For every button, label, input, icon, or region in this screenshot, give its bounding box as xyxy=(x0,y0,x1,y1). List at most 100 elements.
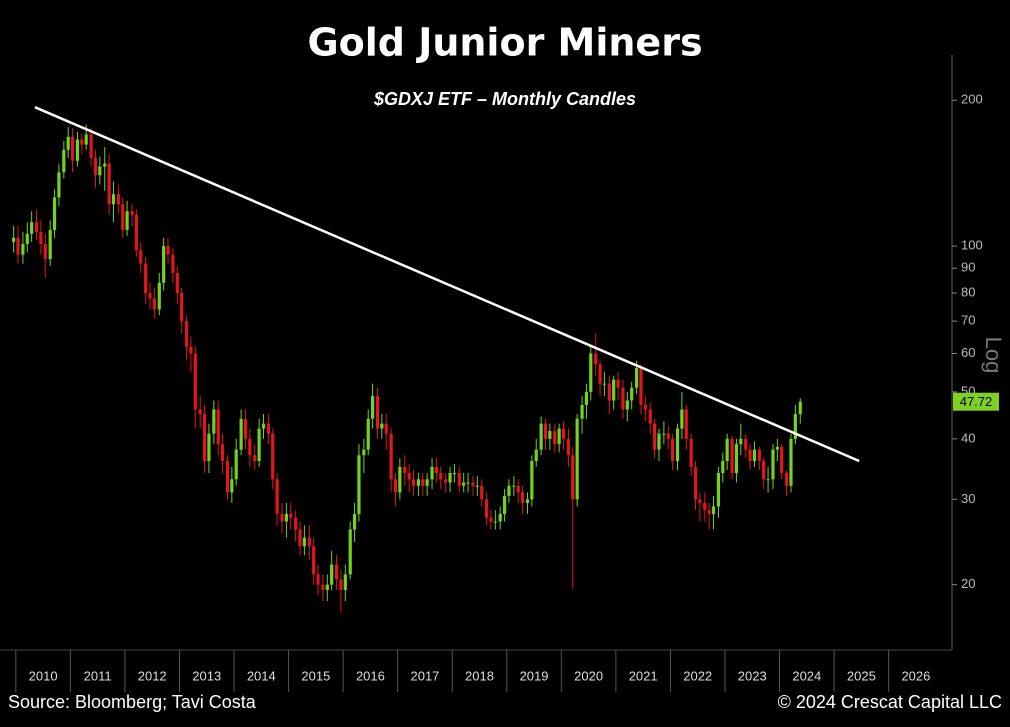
candle-body xyxy=(439,473,443,480)
candle-body xyxy=(75,139,80,161)
x-tick-label: 2019 xyxy=(520,668,549,683)
candle-body xyxy=(148,293,152,299)
candle-body xyxy=(330,564,334,585)
candle-body xyxy=(793,414,797,439)
candle-body xyxy=(280,513,284,522)
candle-body xyxy=(80,139,84,145)
candle-body xyxy=(107,163,111,205)
candle-body xyxy=(621,387,625,410)
candle-body xyxy=(384,423,388,434)
candle-body xyxy=(693,466,698,500)
candle-body xyxy=(666,433,670,439)
candle-body xyxy=(689,438,693,467)
candle-body xyxy=(571,455,575,500)
candle-body xyxy=(553,431,557,445)
candle-body xyxy=(725,438,729,462)
candle-body xyxy=(166,246,170,255)
candle-body xyxy=(198,409,202,415)
candle-body xyxy=(294,517,298,530)
candle-body xyxy=(130,211,134,215)
candle-body xyxy=(239,418,243,450)
candle-body xyxy=(639,368,643,405)
candle-body xyxy=(625,400,629,410)
candle-body xyxy=(416,479,420,486)
candle-body xyxy=(207,433,211,462)
candle-body xyxy=(762,461,766,480)
candle-body xyxy=(675,428,680,462)
last-price-tag xyxy=(953,392,999,411)
x-tick-label: 2015 xyxy=(301,668,330,683)
candle-body xyxy=(403,466,407,474)
x-tick-label: 2017 xyxy=(410,668,439,683)
candle-body xyxy=(752,449,757,462)
candle-body xyxy=(734,444,739,474)
candle-body xyxy=(748,449,752,462)
candle-body xyxy=(775,446,779,450)
candle-body xyxy=(357,455,361,514)
x-tick-label: 2013 xyxy=(192,668,221,683)
candle-body xyxy=(703,502,707,511)
candle-body xyxy=(275,479,279,514)
candle-body xyxy=(103,163,107,167)
candles xyxy=(12,124,802,613)
candle-body xyxy=(171,254,175,273)
candle-body xyxy=(30,222,34,234)
candle-body xyxy=(352,513,357,530)
candle-body xyxy=(321,584,325,590)
y-tick-label: 70 xyxy=(961,313,975,328)
candle-body xyxy=(607,383,611,401)
y-tick-label: 100 xyxy=(961,238,983,253)
candle-body xyxy=(12,237,16,242)
candle-body xyxy=(785,473,789,486)
y-tick-label: 30 xyxy=(961,491,975,506)
candle-body xyxy=(711,506,716,514)
candle-body xyxy=(316,574,320,585)
candle-body xyxy=(452,473,456,475)
candle-body xyxy=(389,433,393,480)
y-tick-label: 20 xyxy=(961,576,975,591)
candle-body xyxy=(134,214,138,251)
candle-body xyxy=(48,229,52,260)
copyright-note: © 2024 Crescat Capital LLC xyxy=(778,692,1002,712)
candle-body xyxy=(716,473,721,507)
candle-body xyxy=(730,438,734,474)
candle-body xyxy=(493,521,497,523)
x-tick-label: 2012 xyxy=(138,668,167,683)
candle-body xyxy=(162,246,166,283)
candle-body xyxy=(780,446,784,474)
candle-body xyxy=(411,479,416,486)
candle-body xyxy=(339,579,343,590)
x-tick-label: 2021 xyxy=(629,668,658,683)
candle-body xyxy=(530,461,534,500)
candle-body xyxy=(111,194,116,205)
candle-body xyxy=(548,431,552,439)
candle-body xyxy=(575,418,579,500)
candle-body xyxy=(789,438,793,486)
candle-body xyxy=(216,409,220,445)
candle-body xyxy=(757,449,761,462)
candle-body xyxy=(16,237,20,255)
candle-body xyxy=(312,546,316,575)
candle-body xyxy=(139,250,143,264)
candle-body xyxy=(289,513,293,518)
candle-body xyxy=(430,466,434,480)
candle-body xyxy=(657,433,661,450)
candle-body xyxy=(503,495,507,514)
trendline xyxy=(34,106,860,463)
candle-body xyxy=(584,391,589,405)
candle-body xyxy=(202,414,207,462)
candle-body xyxy=(93,157,98,176)
candle-body xyxy=(543,423,548,439)
candle-body xyxy=(302,537,306,547)
candle-body xyxy=(721,461,725,474)
chart-subtitle: $GDXJ ETF – Monthly Candles xyxy=(373,89,636,109)
candle-body xyxy=(462,482,466,486)
candle-body xyxy=(21,243,25,255)
candle-body xyxy=(739,438,743,445)
candle-body xyxy=(475,485,479,487)
candle-body xyxy=(643,404,647,410)
candle-body xyxy=(366,418,370,450)
candle-body xyxy=(220,444,225,462)
candle-body xyxy=(184,321,189,347)
